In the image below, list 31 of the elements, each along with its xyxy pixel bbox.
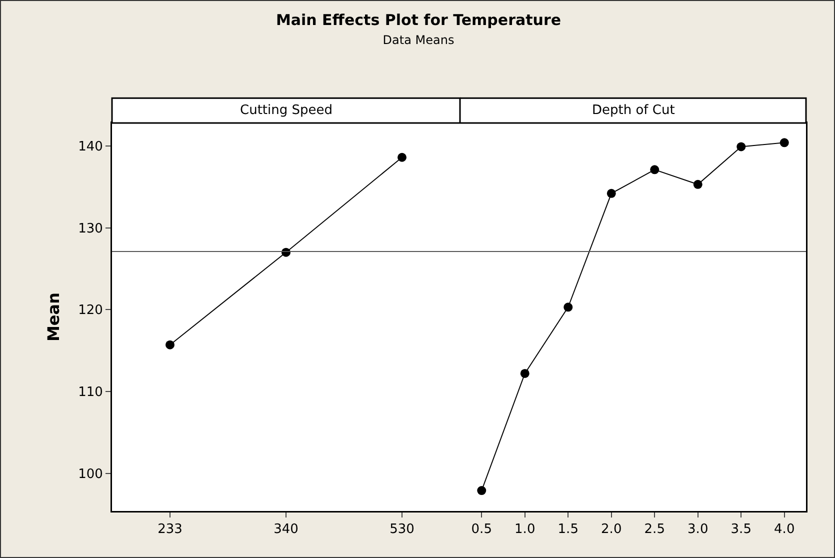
x-tick-label: 340 [274,522,298,538]
x-tick-label: 3.0 [688,522,708,538]
y-tick-label: 120 [78,303,103,318]
point [650,165,660,174]
x-tick-label: 4.0 [774,522,795,538]
x-tick-label: 1.0 [514,522,536,538]
y-tick-label: 130 [78,221,103,236]
chart-title: Main Effects Plot for Temperature [274,11,562,29]
y-axis-title: Mean [44,292,64,342]
x-tick-label: 3.5 [730,522,752,538]
point [736,142,746,152]
point [520,368,530,378]
point [564,302,573,312]
chart-subtitle: Data Means [382,33,456,47]
x-tick-label: 1.5 [558,522,578,538]
y-tick-label: 140 [78,139,103,154]
x-tick-label: 2.5 [644,522,665,538]
point [477,486,486,496]
x-tick-label: 2.0 [601,522,622,538]
text: Cutting Speed [240,103,332,118]
y-tick-label: 110 [78,385,103,400]
point [780,138,789,148]
x-tick-label: 0.5 [471,522,492,538]
point [606,188,616,198]
x-tick-label: 233 [158,522,182,538]
text: Depth of Cut [592,103,675,118]
point [166,340,174,350]
y-tick-label: 100 [78,466,103,482]
point [693,180,702,189]
point [398,152,406,162]
x-tick-label: 530 [390,522,414,538]
